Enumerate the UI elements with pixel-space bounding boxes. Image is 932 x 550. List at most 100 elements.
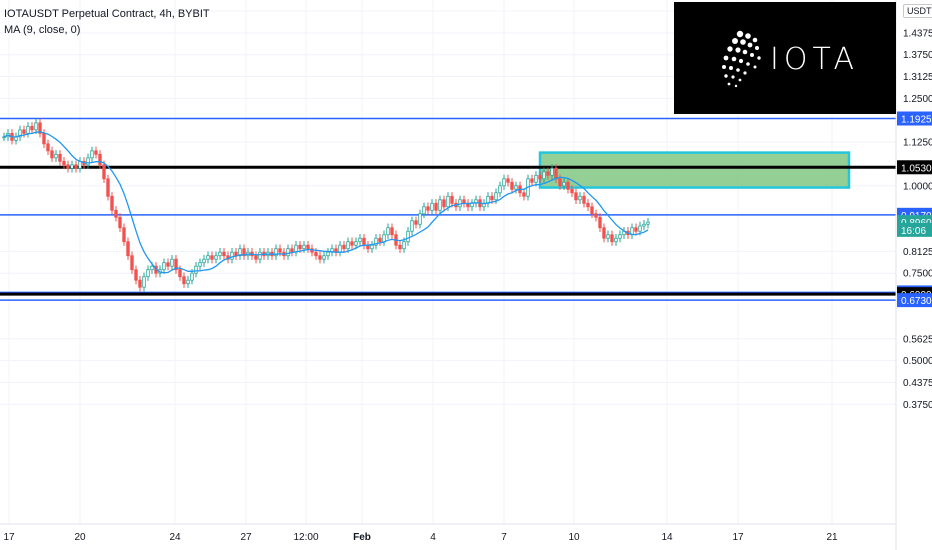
candle-body [114, 209, 118, 218]
candle-body [634, 227, 638, 232]
time-tick-label: 24 [169, 532, 181, 543]
candle-body [346, 241, 350, 250]
candle-body [342, 244, 346, 250]
currency-button[interactable]: USDT [903, 4, 932, 18]
candle-body [130, 255, 134, 271]
candle-body [314, 251, 318, 257]
candle-body [554, 167, 558, 180]
candle-body [306, 244, 310, 250]
candle-body [122, 227, 126, 243]
candle-body [58, 153, 62, 162]
candle-body [46, 143, 50, 152]
price-label-bg-black [897, 160, 932, 175]
candle-body [514, 185, 518, 190]
candle-body [358, 237, 362, 243]
candle-body [218, 251, 222, 257]
time-tick-label: 21 [826, 532, 838, 543]
price-tick-label: 0.3750 [903, 400, 932, 411]
candle-body [106, 178, 110, 197]
price-tick-label: 1.3750 [903, 50, 932, 61]
time-tick-label: 7 [501, 532, 507, 543]
price-label-bg-blue [897, 111, 932, 126]
candle-body [534, 174, 538, 183]
candle-body [150, 265, 154, 271]
indicator-legend[interactable]: MA (9, close, 0) [4, 24, 81, 36]
candle-body [410, 220, 414, 232]
candle-body [566, 181, 570, 190]
candle-body [38, 122, 42, 134]
time-tick-label: 10 [568, 532, 580, 543]
ma-line [3, 131, 649, 274]
candle-body [362, 237, 366, 246]
candle-body [594, 213, 598, 218]
chart-grid [0, 0, 896, 524]
candle-body [194, 265, 198, 274]
candle-body [386, 227, 390, 236]
candle-body [102, 164, 106, 180]
candle-body [370, 244, 374, 250]
candle-body [490, 195, 494, 201]
candle-body [278, 248, 282, 253]
candle-body [238, 248, 242, 257]
candle-body [182, 276, 186, 285]
candle-body [274, 248, 278, 257]
time-tick-label: 27 [240, 532, 252, 543]
candle-body [190, 272, 194, 281]
candle-body [570, 188, 574, 194]
candle-body [146, 269, 150, 278]
price-label-bg-countdown [897, 222, 932, 237]
candle-body [558, 178, 562, 187]
candle-body [74, 164, 78, 169]
candle-body [638, 225, 642, 232]
candle-body [90, 150, 94, 159]
candle-body [398, 244, 402, 250]
candle-body [22, 129, 26, 134]
candle-body [94, 150, 98, 155]
chart-title: IOTAUSDT Perpetual Contract, 4h, BYBIT [4, 8, 210, 20]
candle-body [134, 269, 138, 281]
candle-body [70, 164, 74, 169]
candle-body [242, 248, 246, 257]
candle-body [426, 206, 430, 211]
candle-body [110, 195, 114, 211]
candle-body [434, 202, 438, 211]
candle-body [578, 195, 582, 201]
candle-body [510, 181, 514, 190]
candle-body [586, 202, 590, 208]
candle-body [230, 251, 234, 260]
candle-body [390, 227, 394, 236]
price-label-countdown: 16:06 [901, 226, 926, 237]
candle-body [290, 248, 294, 253]
candle-body [614, 237, 618, 243]
time-tick-label: 17 [3, 532, 15, 543]
price-tick-label: 1.2500 [903, 94, 932, 105]
candle-body [18, 129, 22, 138]
candle-body [298, 244, 302, 250]
iota-logo-text: IOTA [770, 42, 859, 77]
candle-body [538, 174, 542, 180]
candle-body [602, 227, 606, 239]
candle-body [322, 255, 326, 260]
price-tick-label: 1.1250 [903, 138, 932, 149]
candle-body [302, 244, 306, 250]
candle-body [326, 251, 330, 257]
candle-body [470, 202, 474, 208]
price-label-blue: 1.1925 [901, 115, 932, 126]
candle-body [610, 234, 614, 243]
candle-body [162, 262, 166, 271]
candle-body [582, 195, 586, 204]
candle-body [126, 241, 130, 257]
price-tick-label: 1.4375 [903, 28, 932, 39]
candle-body [382, 234, 386, 243]
candle-body [418, 213, 422, 225]
candle-body [78, 160, 82, 169]
candle-body [174, 258, 178, 271]
candle-body [406, 230, 410, 243]
candle-body [86, 157, 90, 166]
candle-body [562, 181, 566, 187]
price-label-bg-blue [897, 293, 932, 308]
candle-body [350, 241, 354, 246]
candle-body [618, 234, 622, 239]
candle-body [606, 234, 610, 239]
